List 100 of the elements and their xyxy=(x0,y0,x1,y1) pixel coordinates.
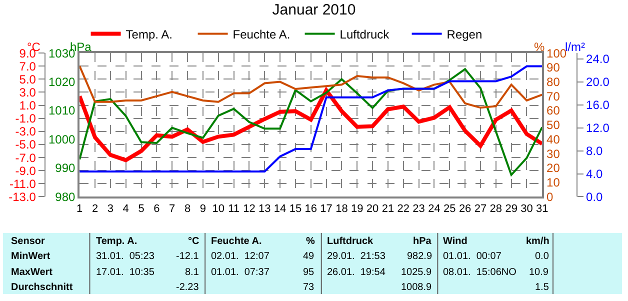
y-tick-label: -13.0 xyxy=(8,190,36,204)
text: MinWert xyxy=(11,251,51,262)
text: Temp. A. xyxy=(96,236,138,247)
x-tick-label: 31 xyxy=(536,202,548,215)
text: 29.01. 21:53 xyxy=(327,251,386,262)
y3-tick-label: 40 xyxy=(546,132,560,146)
x-tick-label: 2 xyxy=(92,202,98,215)
text: -2.23 xyxy=(176,282,200,293)
x-tick-label: 8 xyxy=(184,202,191,215)
y2-tick-label: 1010 xyxy=(48,104,76,118)
y3-tick-label: 100 xyxy=(546,46,567,60)
x-tick-label: 16 xyxy=(304,202,317,215)
text: Feuchte A. xyxy=(211,236,262,247)
x-tick-label: 1 xyxy=(76,202,83,215)
text: °C xyxy=(188,236,200,247)
x-tick-label: 14 xyxy=(274,202,286,215)
y2-tick-label: 980 xyxy=(55,190,76,204)
y2-tick-label: 1000 xyxy=(48,132,76,146)
y3-tick-label: 80 xyxy=(546,74,560,89)
x-tick-label: 19 xyxy=(351,202,364,215)
legend-label: Feuchte A. xyxy=(232,27,290,42)
y-tick-label: -5.0 xyxy=(15,138,36,152)
x-tick-label: 28 xyxy=(490,202,502,215)
x-tick-label: 18 xyxy=(336,202,348,215)
text: 31.01. 05:23 xyxy=(96,251,155,262)
text: 17.01. 10:35 xyxy=(96,267,155,278)
legend-label: Regen xyxy=(446,27,482,42)
y-tick-label: 5.0 xyxy=(19,72,36,86)
y-tick-label: -11.0 xyxy=(10,176,36,191)
y3-tick-label: 0 xyxy=(546,190,554,204)
x-tick-label: 23 xyxy=(412,202,425,215)
y3-tick-label: 70 xyxy=(546,89,560,104)
y-tick-label: -3.0 xyxy=(15,124,36,139)
text: 26.01. 19:54 xyxy=(327,267,386,278)
y-tick-label: 3.0 xyxy=(19,85,36,100)
y-tick-label: -9.0 xyxy=(15,164,36,178)
text: 1025.9 xyxy=(401,267,432,278)
x-tick-label: 7 xyxy=(169,202,176,215)
line-series xyxy=(80,88,542,162)
legend-label: Temp. A. xyxy=(126,27,172,42)
legend-label: Luftdruck xyxy=(340,27,390,42)
x-tick-label: 9 xyxy=(200,202,206,215)
y-axis-title: l/m² xyxy=(565,40,585,54)
y-tick-label: 12.0 xyxy=(586,120,610,135)
y3-tick-label: 50 xyxy=(546,118,560,132)
line-series xyxy=(80,64,542,109)
text: 1008.9 xyxy=(401,282,432,293)
text: Sensor xyxy=(11,236,46,247)
x-tick-label: 12 xyxy=(243,202,256,215)
y3-axis-title: % xyxy=(534,40,545,54)
x-tick-label: 21 xyxy=(382,202,394,215)
x-tick-label: 17 xyxy=(320,202,332,215)
text: 8.1 xyxy=(185,267,200,278)
y3-tick-label: 30 xyxy=(546,146,560,161)
x-tick-label: 3 xyxy=(107,202,114,215)
y-tick-label: 0.0 xyxy=(586,190,604,204)
x-tick-label: 5 xyxy=(138,202,144,215)
text: % xyxy=(306,236,315,247)
y-tick-label: -1.0 xyxy=(15,112,36,126)
x-tick-label: 6 xyxy=(154,202,160,215)
y3-tick-label: 60 xyxy=(546,104,560,118)
x-tick-label: 20 xyxy=(366,202,379,215)
text: 01.01. 00:07 xyxy=(443,251,502,262)
y2-tick-label: 990 xyxy=(55,161,76,176)
y2-tick-label: 1020 xyxy=(48,74,76,89)
text: Luftdruck xyxy=(327,236,374,247)
chart-title: Januar 2010 xyxy=(272,2,356,18)
text: Wind xyxy=(443,236,468,247)
y-tick-label: 20.0 xyxy=(586,74,610,89)
text: 73 xyxy=(303,282,315,293)
text: 1.5 xyxy=(535,282,550,293)
x-tick-label: 24 xyxy=(428,202,440,215)
text: 95 xyxy=(303,267,315,278)
x-tick-label: 25 xyxy=(444,202,456,215)
y3-tick-label: 90 xyxy=(546,60,560,75)
text: Durchschnitt xyxy=(11,282,74,293)
x-tick-label: 11 xyxy=(228,202,240,215)
y3-tick-label: 10 xyxy=(546,176,560,190)
y-tick-label: 7.0 xyxy=(19,59,36,74)
y-tick-label: 4.0 xyxy=(586,166,604,181)
y-tick-label: 8.0 xyxy=(586,144,604,158)
x-tick-label: 10 xyxy=(212,202,224,215)
text: km/h xyxy=(526,236,550,247)
x-tick-label: 30 xyxy=(520,202,533,215)
y-tick-label: 16.0 xyxy=(586,98,610,112)
text: 01.01. 07:37 xyxy=(211,267,270,278)
text: MaxWert xyxy=(11,267,54,278)
x-tick-label: 26 xyxy=(458,202,472,215)
y-tick-label: 1.0 xyxy=(19,98,36,113)
x-tick-label: 4 xyxy=(122,202,129,215)
text: -12.1 xyxy=(176,251,200,262)
x-tick-label: 15 xyxy=(289,202,302,215)
y-tick-label: 24.0 xyxy=(586,52,610,66)
x-tick-label: 13 xyxy=(258,202,271,215)
text: 02.01. 12:07 xyxy=(211,251,270,262)
text: 982.9 xyxy=(407,251,432,262)
y3-tick-label: 20 xyxy=(546,161,560,176)
text: hPa xyxy=(413,236,432,247)
y-tick-label: -7.0 xyxy=(15,150,36,165)
text: 0.0 xyxy=(535,251,550,262)
